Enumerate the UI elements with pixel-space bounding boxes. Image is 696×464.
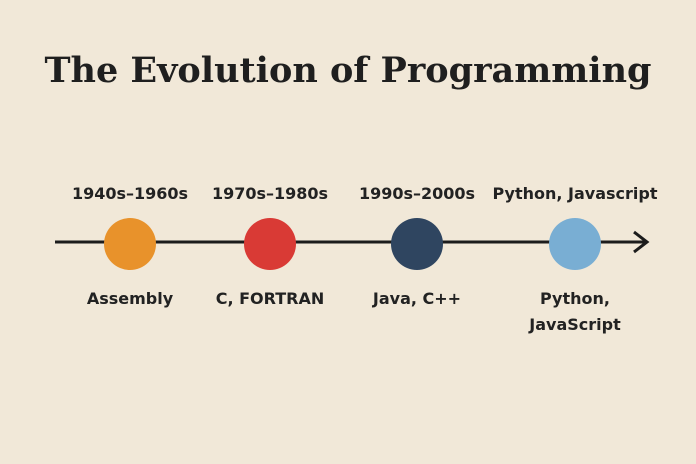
timeline-node — [104, 218, 156, 270]
timeline-node — [244, 218, 296, 270]
period-label: 1990s–2000s — [359, 184, 475, 203]
language-label: Python, — [540, 289, 610, 308]
arrow-head — [633, 230, 650, 254]
period-label: 1970s–1980s — [212, 184, 328, 203]
timeline-node — [549, 218, 601, 270]
language-label: Assembly — [87, 289, 174, 308]
language-label: Java, C++ — [372, 289, 461, 308]
period-label: 1940s–1960s — [72, 184, 188, 203]
language-label: JavaScript — [528, 315, 621, 334]
timeline-node — [391, 218, 443, 270]
language-label: C, FORTRAN — [216, 289, 325, 308]
nodes: 1940s–1960s Assembly 1970s–1980s C, FORTRAN… — [72, 184, 658, 334]
title: The Evolution of Programming — [44, 50, 651, 91]
period-label: Python, Javascript — [493, 184, 658, 203]
